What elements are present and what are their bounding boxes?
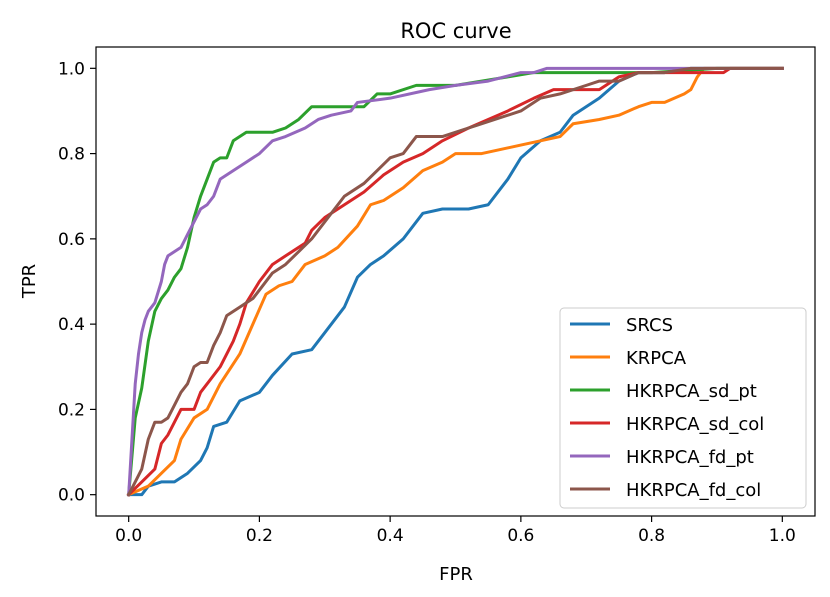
legend-label-hkrpca-fd-pt: HKRPCA_fd_pt [626,447,754,468]
series-line-hkrpca-fd-col [126,66,784,497]
x-tick-label: 0.2 [246,526,273,546]
legend-label-krpca: KRPCA [626,348,687,369]
y-tick-label: 0.4 [58,315,85,335]
y-tick-label: 0.2 [58,400,85,420]
series-line-srcs [127,66,784,497]
ticks-layer: 0.0 0.2 0.4 0.6 0.8 1.0 0.0 0.2 0.4 0.6 0.8 1.0 [58,59,796,546]
x-tick-label: 0.4 [377,526,404,546]
y-tick-label: 1.0 [58,59,85,79]
y-axis-label: TPR [19,264,40,299]
legend-label-hkrpca-sd-col: HKRPCA_sd_col [626,414,764,435]
y-tick-label: 0.8 [58,145,85,165]
x-tick-label: 1.0 [769,526,796,546]
y-tick-label: 0.0 [58,486,85,506]
x-axis-label: FPR [439,564,473,585]
chart-title: ROC curve [400,19,511,43]
legend-label-hkrpca-fd-col: HKRPCA_fd_col [626,480,761,501]
legend-label-srcs: SRCS [626,315,673,336]
x-tick-label: 0.6 [507,526,534,546]
legend-label-hkrpca-sd-pt: HKRPCA_sd_pt [626,381,757,402]
series-layer [126,66,784,497]
x-tick-label: 0.0 [115,526,142,546]
y-tick-label: 0.6 [58,230,85,250]
series-line-krpca [126,66,784,497]
x-tick-label: 0.8 [638,526,665,546]
series-line-hkrpca-fd-pt [127,66,784,497]
legend: SRCS KRPCA HKRPCA_sd_pt HKRPCA_sd_col HKRPCA… [559,307,807,509]
legend-box [559,307,807,509]
